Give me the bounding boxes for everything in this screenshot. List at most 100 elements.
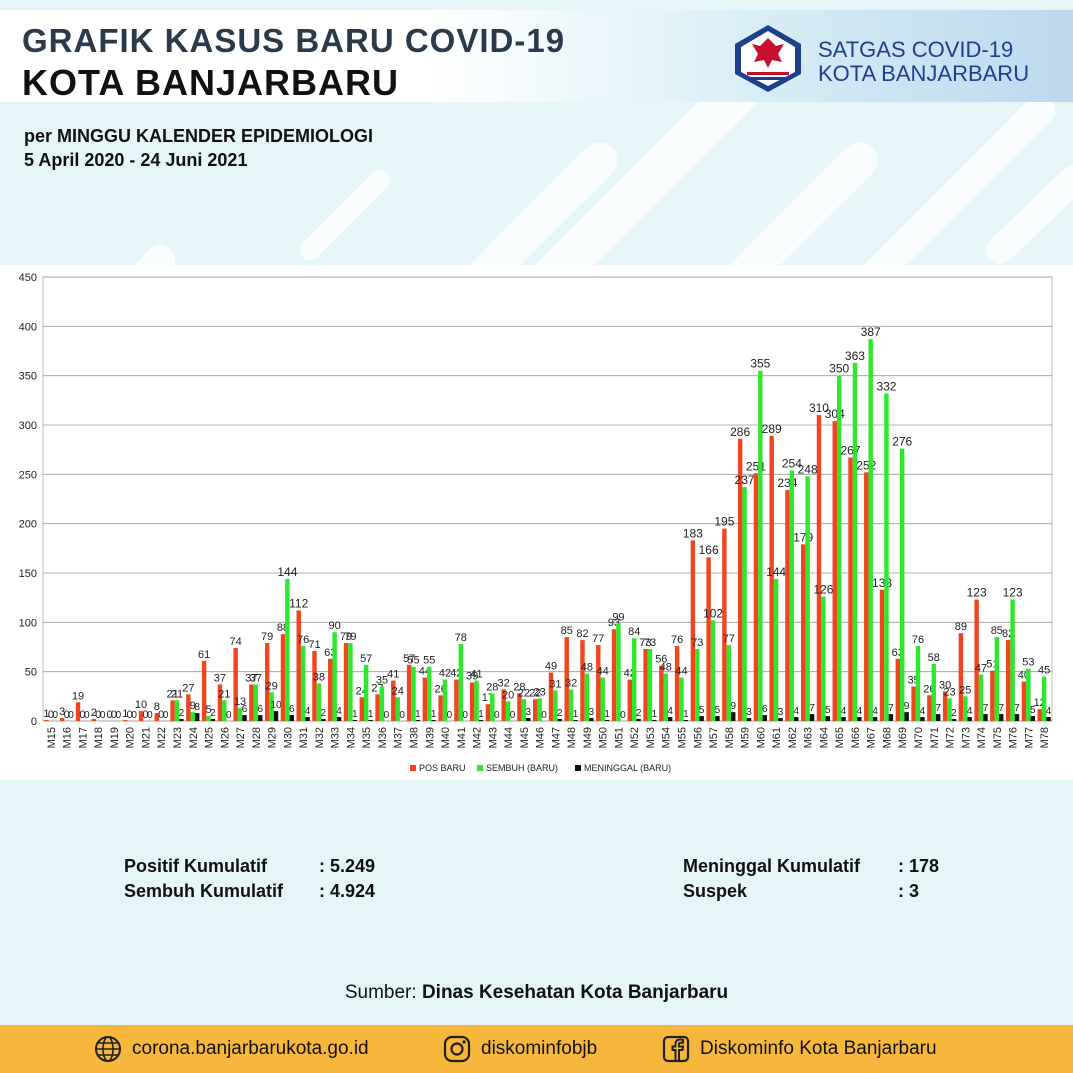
data-label-sembuh-M60: 355 [750,357,770,371]
x-tick-label-M21: M21 [140,727,152,748]
data-label-sembuh-M23: 21 [171,688,183,700]
legend-label-sembuh: SEMBUH (BARU) [486,763,558,773]
footer-instagram[interactable]: diskominfobjb [443,1035,597,1063]
bar-meninggal-M68 [888,714,894,721]
bar-sembuh-M64 [821,596,826,721]
bar-pos-M18 [91,719,96,721]
org-line-2: KOTA BANJARBARU [818,61,1030,86]
bar-sembuh-M66 [852,362,858,721]
bar-sembuh-M34 [348,643,353,721]
bar-meninggal-M45 [526,718,531,721]
data-label-sembuh-M45: 22 [518,687,530,699]
bar-sembuh-M54 [663,673,668,721]
data-label-meninggal-M54: 4 [667,706,673,717]
x-tick-label-M33: M33 [330,727,342,748]
title-line-2: KOTA BANJARBARU [22,62,399,103]
x-tick-label-M71: M71 [929,727,941,748]
data-label-sembuh-M41: 78 [455,632,467,644]
bar-sembuh-M36 [379,686,385,721]
facebook-icon [662,1035,690,1063]
bar-pos-M65 [832,421,837,721]
data-label-pos-M65: 304 [825,407,845,421]
data-label-meninggal-M69: 9 [904,701,910,712]
data-label-meninggal-M76: 7 [1014,703,1020,714]
summary-right: Meninggal Kumulatif: 178 Suspek: 3 [683,856,939,906]
bar-pos-M29 [264,643,270,721]
data-label-pos-M18: 2 [91,707,97,719]
bar-pos-M75 [990,670,995,721]
bar-sembuh-M58 [726,645,732,721]
x-tick-label-M76: M76 [1008,727,1020,748]
data-label-meninggal-M43: 0 [494,710,500,721]
bar-sembuh-M42 [474,680,479,721]
data-label-meninggal-M27: 6 [242,704,248,715]
x-tick-label-M45: M45 [519,727,531,748]
data-label-pos-M47: 49 [545,661,557,673]
data-label-sembuh-M39: 55 [423,655,435,667]
data-label-pos-M58: 195 [714,515,734,529]
y-tick-label-450: 450 [19,272,37,284]
x-tick-label-M56: M56 [692,727,704,748]
bar-pos-M70 [911,686,916,721]
data-label-sembuh-M75: 85 [991,625,1003,637]
bar-pos-M23 [170,700,175,721]
data-label-sembuh-M78: 45 [1038,665,1050,677]
footer-website[interactable]: corona.banjarbarukota.go.id [94,1035,369,1063]
x-tick-label-M59: M59 [740,727,752,748]
data-label-pos-M20: 1 [122,708,128,720]
sembuh-value: : 4.924 [319,881,376,901]
x-tick-label-M75: M75 [992,727,1004,748]
data-label-sembuh-M61: 144 [766,565,786,579]
bar-meninggal-M59 [746,718,752,721]
data-label-meninggal-M56: 5 [699,705,705,716]
footer-facebook[interactable]: Diskominfo Kota Banjarbaru [662,1035,937,1063]
data-label-sembuh-M19: 0 [111,709,117,721]
data-label-meninggal-M33: 4 [336,706,342,717]
data-label-meninggal-M45: 3 [525,707,531,718]
bar-meninggal-M72 [951,719,957,721]
data-label-sembuh-M65: 350 [829,362,849,376]
data-label-sembuh-M15: 0 [48,709,54,721]
data-label-meninggal-M19: 0 [116,710,122,721]
bar-meninggal-M69 [904,712,909,721]
data-label-pos-M19: 0 [106,709,112,721]
bar-sembuh-M63 [805,476,810,721]
data-label-pos-M48: 85 [561,625,573,637]
bar-sembuh-M43 [490,693,495,721]
data-label-meninggal-M40: 0 [447,710,453,721]
x-tick-label-M69: M69 [897,727,909,748]
bar-pos-M48 [564,637,569,721]
bar-pos-M50 [596,645,601,721]
title-line-1: GRAFIK KASUS BARU COVID-19 [22,22,566,59]
data-label-pos-M67: 252 [856,458,876,472]
data-label-sembuh-M21: 0 [142,709,148,721]
org-name: SATGAS COVID-19 KOTA BANJARBARU [818,38,1029,86]
bar-meninggal-M58 [731,712,736,721]
data-label-meninggal-M60: 6 [762,704,768,715]
bar-meninggal-M67 [872,717,878,721]
x-tick-label-M32: M32 [314,727,326,748]
bar-meninggal-M64 [825,716,831,721]
sembuh-label: Sembuh Kumulatif [124,881,284,901]
data-label-sembuh-M17: 0 [79,709,85,721]
y-tick-label-400: 400 [19,321,37,333]
data-label-sembuh-M71: 58 [928,652,940,664]
data-label-pos-M74: 123 [967,586,987,600]
bar-pos-M58 [722,528,727,721]
bar-sembuh-M56 [695,648,700,721]
data-label-pos-M24: 27 [182,682,194,694]
x-tick-label-M48: M48 [566,727,578,748]
bar-meninggal-M60 [762,715,767,721]
data-label-meninggal-M39: 1 [431,709,437,720]
data-label-sembuh-M55: 44 [675,666,687,678]
data-label-sembuh-M54: 48 [660,662,672,674]
x-tick-label-M35: M35 [361,727,373,748]
globe-icon [95,1036,121,1062]
data-label-meninggal-M68: 7 [888,703,894,714]
bar-sembuh-M78 [1041,676,1047,721]
y-tick-label-150: 150 [19,568,37,580]
data-label-sembuh-M48: 32 [565,677,577,689]
bar-meninggal-M77 [1030,716,1035,721]
bar-pos-M42 [469,682,475,721]
satgas-logo-icon [735,25,801,92]
